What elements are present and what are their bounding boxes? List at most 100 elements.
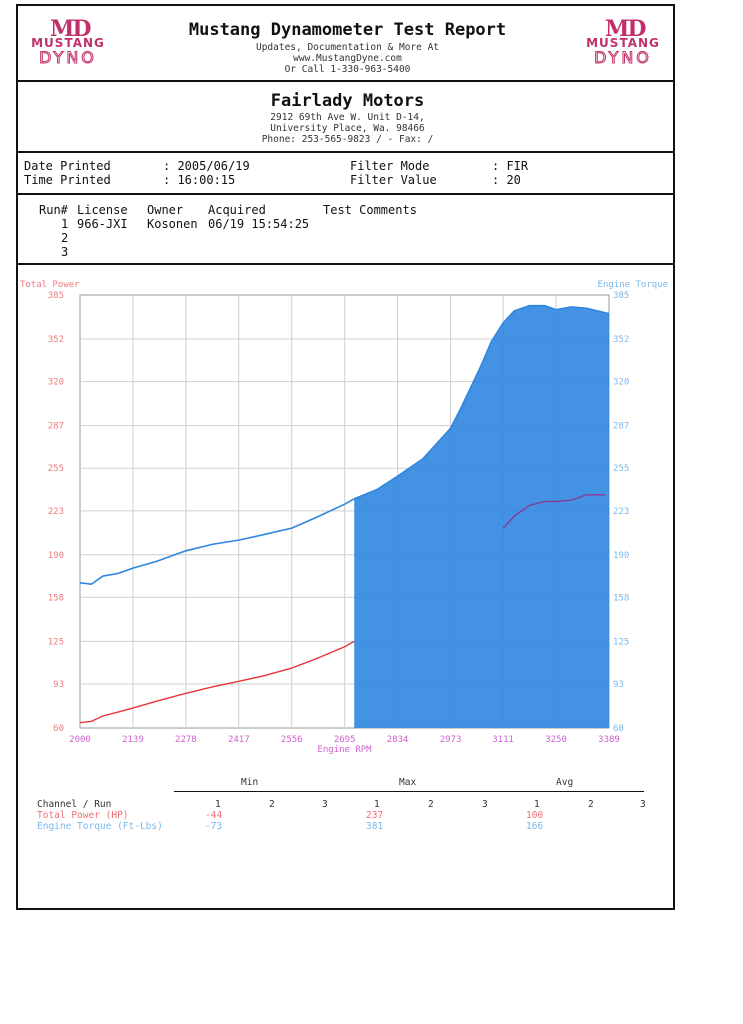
summary-rule [174, 791, 644, 792]
run-2-number: 2 [61, 231, 69, 245]
x-tick-label: 3389 [598, 735, 620, 745]
shop-address-1: 2912 69th Ave W. Unit D-14, [270, 112, 425, 123]
logo-md-text: MD [605, 16, 646, 42]
power-line [79, 640, 355, 724]
y-tick-label-right: 385 [613, 291, 629, 301]
filter-mode-label: Filter Mode [350, 159, 430, 173]
report-title: Mustang Dynamometer Test Report [188, 20, 507, 40]
run-3-number: 3 [61, 245, 69, 259]
y-tick-label-left: 223 [48, 507, 64, 517]
runs-header-comments: Test Comments [323, 203, 417, 217]
logo-md-text: MD [50, 16, 91, 42]
y-tick-label-left: 255 [48, 464, 64, 474]
filter-mode-value: : FIR [492, 159, 529, 173]
summary-max-run-3: 3 [482, 799, 488, 810]
summary-torque-min: -73 [205, 821, 223, 832]
time-printed-value: : 16:00:15 [163, 173, 236, 187]
divider [18, 263, 673, 265]
y-tick-label-right: 93 [613, 680, 624, 690]
y-tick-label-left: 352 [48, 335, 64, 345]
x-tick-label: 2556 [281, 735, 303, 745]
filter-value-label: Filter Value [350, 173, 437, 187]
logo-dyno-text: DYNO [39, 48, 97, 68]
y-tick-label-right: 60 [613, 724, 624, 734]
mustang-dyno-logo-right: MD MUSTANG DYNO [579, 16, 667, 68]
y-tick-label-right: 287 [613, 422, 629, 432]
y-tick-label-right: 255 [613, 464, 629, 474]
header-line-3: Or Call 1-330-963-5400 [284, 64, 411, 75]
y-tick-label-right: 352 [613, 335, 629, 345]
summary-power-avg: 100 [526, 810, 544, 821]
y-tick-label-left: 125 [48, 637, 64, 647]
dyno-chart: 2000 2139 2278 2417 2556 2695 2834 2973 3111 3250… [20, 280, 668, 755]
logo-mustang-text: MUSTANG [586, 36, 660, 50]
y-tick-label-left: 60 [53, 724, 64, 734]
shop-phone: Phone: 253-565-9823 / - Fax: / [261, 134, 434, 145]
summary-power-label: Total Power (HP) [37, 810, 129, 821]
summary-power-max: 237 [366, 810, 384, 821]
summary-min-run-2: 2 [269, 799, 275, 810]
y-tick-label-right: 125 [613, 637, 629, 647]
date-printed-label: Date Printed [24, 159, 111, 173]
header-line-2: www.MustangDyne.com [293, 53, 402, 64]
header-line-1: Updates, Documentation & More At [255, 42, 440, 53]
run-1-owner: Kosonen [147, 217, 198, 231]
summary-avg-run-3: 3 [640, 799, 646, 810]
summary-group-min: Min [241, 777, 259, 788]
runs-header-license: License [77, 203, 128, 217]
runs-header-acquired: Acquired [208, 203, 266, 217]
x-tick-label: 2278 [175, 735, 197, 745]
runs-header-run: Run# [39, 203, 68, 217]
y-tick-label-right: 158 [613, 593, 629, 603]
date-printed-value: : 2005/06/19 [163, 159, 250, 173]
divider [18, 80, 673, 82]
summary-max-run-2: 2 [428, 799, 434, 810]
x-tick-label: 2139 [122, 735, 144, 745]
x-tick-label: 2834 [387, 735, 409, 745]
mustang-dyno-logo-left: MD MUSTANG DYNO [24, 16, 112, 68]
summary-torque-label: Engine Torque (Ft-Lbs) [37, 821, 163, 832]
summary-min-run-3: 3 [322, 799, 328, 810]
logo-mustang-text: MUSTANG [31, 36, 105, 50]
x-tick-label: 2417 [228, 735, 250, 745]
y-tick-label-left: 385 [48, 291, 64, 301]
summary-max-run-1: 1 [374, 799, 380, 810]
torque-fill [354, 305, 609, 728]
x-axis-label: Engine RPM [317, 745, 372, 755]
logo-dyno-text: DYNO [594, 48, 652, 68]
summary-min-run-1: 1 [215, 799, 221, 810]
summary-avg-run-1: 1 [534, 799, 540, 810]
left-axis-label: Total Power [20, 280, 80, 290]
y-tick-label-left: 190 [48, 551, 64, 561]
x-tick-label: 3250 [545, 735, 567, 745]
run-1-number: 1 [61, 217, 69, 231]
x-tick-label: 3111 [492, 735, 514, 745]
power-overlay-line [502, 494, 606, 529]
report-sheet: MD MUSTANG DYNO MD MUSTANG DYNO Mustang … [16, 4, 675, 910]
time-printed-label: Time Printed [24, 173, 111, 187]
y-tick-label-right: 320 [613, 378, 629, 388]
run-1-license: 966-JXI [77, 217, 128, 231]
filter-value-value: : 20 [492, 173, 521, 187]
x-tick-label: 2695 [334, 735, 356, 745]
right-axis-label: Engine Torque [598, 280, 668, 290]
divider [18, 193, 673, 195]
shop-name: Fairlady Motors [270, 91, 425, 111]
y-tick-label-right: 190 [613, 551, 629, 561]
y-tick-label-left: 158 [48, 593, 64, 603]
summary-header-label: Channel / Run [37, 799, 112, 810]
summary-avg-run-2: 2 [588, 799, 594, 810]
divider [18, 151, 673, 153]
y-tick-label-left: 320 [48, 378, 64, 388]
run-1-acquired: 06/19 15:54:25 [208, 217, 310, 231]
summary-torque-avg: 166 [526, 821, 544, 832]
x-tick-label: 2000 [69, 735, 91, 745]
summary-power-min: -44 [205, 810, 223, 821]
shop-address-2: University Place, Wa. 98466 [270, 123, 425, 134]
x-tick-label: 2973 [440, 735, 462, 745]
y-tick-label-left: 93 [53, 680, 64, 690]
summary-group-avg: Avg [556, 777, 574, 788]
report-frame: MD MUSTANG DYNO MD MUSTANG DYNO Mustang … [16, 4, 675, 910]
summary-group-max: Max [399, 777, 417, 788]
torque-line [79, 304, 610, 585]
